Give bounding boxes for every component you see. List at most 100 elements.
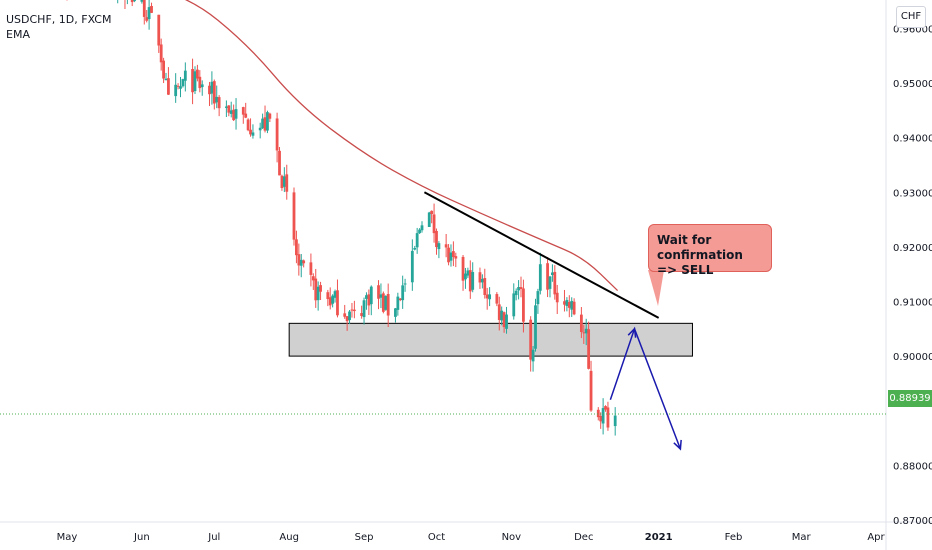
callout-note[interactable]: Wait for confirmation => SELL	[648, 224, 772, 277]
candle	[596, 407, 600, 421]
candle-body	[377, 285, 380, 299]
symbol-legend[interactable]: USDCHF, 1D, FXCM EMA	[6, 12, 111, 42]
candle	[495, 292, 499, 307]
candle	[147, 0, 151, 30]
candle-body	[261, 118, 265, 129]
candle-body	[396, 296, 400, 310]
indicator-label[interactable]: EMA	[6, 28, 30, 41]
candle	[328, 287, 332, 310]
candle	[295, 230, 298, 264]
candle	[379, 283, 383, 309]
candle	[420, 221, 424, 233]
candle	[563, 289, 566, 312]
candle	[200, 80, 204, 96]
candlestick-series	[66, 0, 617, 436]
candle-body	[297, 254, 301, 266]
trendline[interactable]	[423, 191, 660, 319]
candle-body	[500, 310, 504, 321]
currency-button[interactable]: CHF	[896, 6, 926, 28]
candle-body	[191, 68, 194, 93]
candle-body	[534, 305, 537, 349]
candle	[311, 273, 315, 290]
price-tick-label: 0.94000	[893, 134, 932, 145]
candle-body	[316, 286, 320, 301]
candle	[572, 298, 576, 316]
candle-body	[309, 262, 313, 275]
candle-body	[563, 301, 566, 305]
candle-body	[333, 291, 337, 298]
candle-body	[606, 407, 610, 428]
candle	[517, 280, 520, 300]
candle	[159, 38, 163, 71]
candle-body	[217, 97, 221, 109]
time-tick-label: May	[57, 532, 78, 543]
candle	[606, 401, 610, 431]
candle	[314, 268, 318, 308]
candle	[534, 298, 537, 352]
candle-body	[570, 300, 574, 310]
candle	[191, 58, 194, 105]
candle	[217, 95, 221, 117]
support-zone[interactable]	[288, 322, 693, 357]
candle-body	[210, 81, 214, 94]
candle-body	[167, 78, 170, 95]
candle	[198, 70, 202, 93]
candle-body	[227, 105, 231, 113]
candle	[297, 243, 301, 276]
candle-body	[596, 409, 600, 418]
candle	[435, 228, 438, 255]
time-tick-label: Jul	[207, 532, 220, 543]
price-tick-label: 0.88000	[893, 461, 932, 472]
candle	[551, 264, 554, 282]
candle-body	[584, 328, 588, 334]
candle-body	[531, 349, 535, 362]
candle-body	[295, 239, 298, 256]
price-tick-label: 0.95000	[893, 79, 932, 90]
candle-body	[251, 132, 255, 136]
candle-body	[582, 332, 586, 334]
candle-body	[565, 300, 569, 306]
candle-body	[447, 247, 450, 263]
candle	[331, 294, 335, 308]
time-tick-label: Feb	[725, 532, 743, 543]
candle-body	[326, 292, 330, 300]
candle-body	[427, 212, 431, 227]
candle-body	[164, 78, 168, 81]
candle-body	[485, 294, 489, 299]
candle-body	[350, 309, 354, 311]
candle-body	[567, 302, 571, 308]
candle	[538, 252, 542, 295]
time-axis[interactable]: May Jun Jul Aug Sep Oct Nov Dec 2021 Feb Mar Apr	[57, 532, 886, 543]
candle-body	[246, 119, 250, 131]
candle-body	[345, 316, 349, 322]
candle	[512, 283, 516, 320]
price-tick-label: 0.90000	[893, 352, 932, 363]
candle	[181, 78, 185, 88]
candle-body	[394, 308, 397, 317]
candle	[208, 81, 211, 107]
candle-body	[413, 247, 417, 250]
candle	[522, 279, 525, 333]
candle-body	[514, 290, 518, 296]
candle-body	[302, 260, 306, 264]
candle	[275, 112, 279, 163]
candle	[444, 233, 448, 258]
candle-body	[176, 85, 180, 87]
candle	[249, 118, 252, 137]
candle	[333, 289, 337, 303]
candle-body	[229, 110, 233, 114]
candle-body	[147, 7, 151, 20]
candle-body	[601, 408, 605, 424]
candle	[555, 284, 559, 315]
candle-body	[555, 292, 559, 303]
price-axis[interactable]: 0.96000 0.95000 0.94000 0.93000 0.92000 0.910…	[893, 24, 932, 527]
candle	[403, 278, 407, 292]
candle-body	[466, 270, 470, 276]
candle	[292, 187, 296, 246]
candle-body	[280, 175, 284, 189]
symbol-title[interactable]: USDCHF, 1D, FXCM	[6, 13, 112, 26]
candle	[280, 174, 284, 191]
candle-body	[483, 278, 487, 296]
candle-body	[386, 293, 390, 316]
